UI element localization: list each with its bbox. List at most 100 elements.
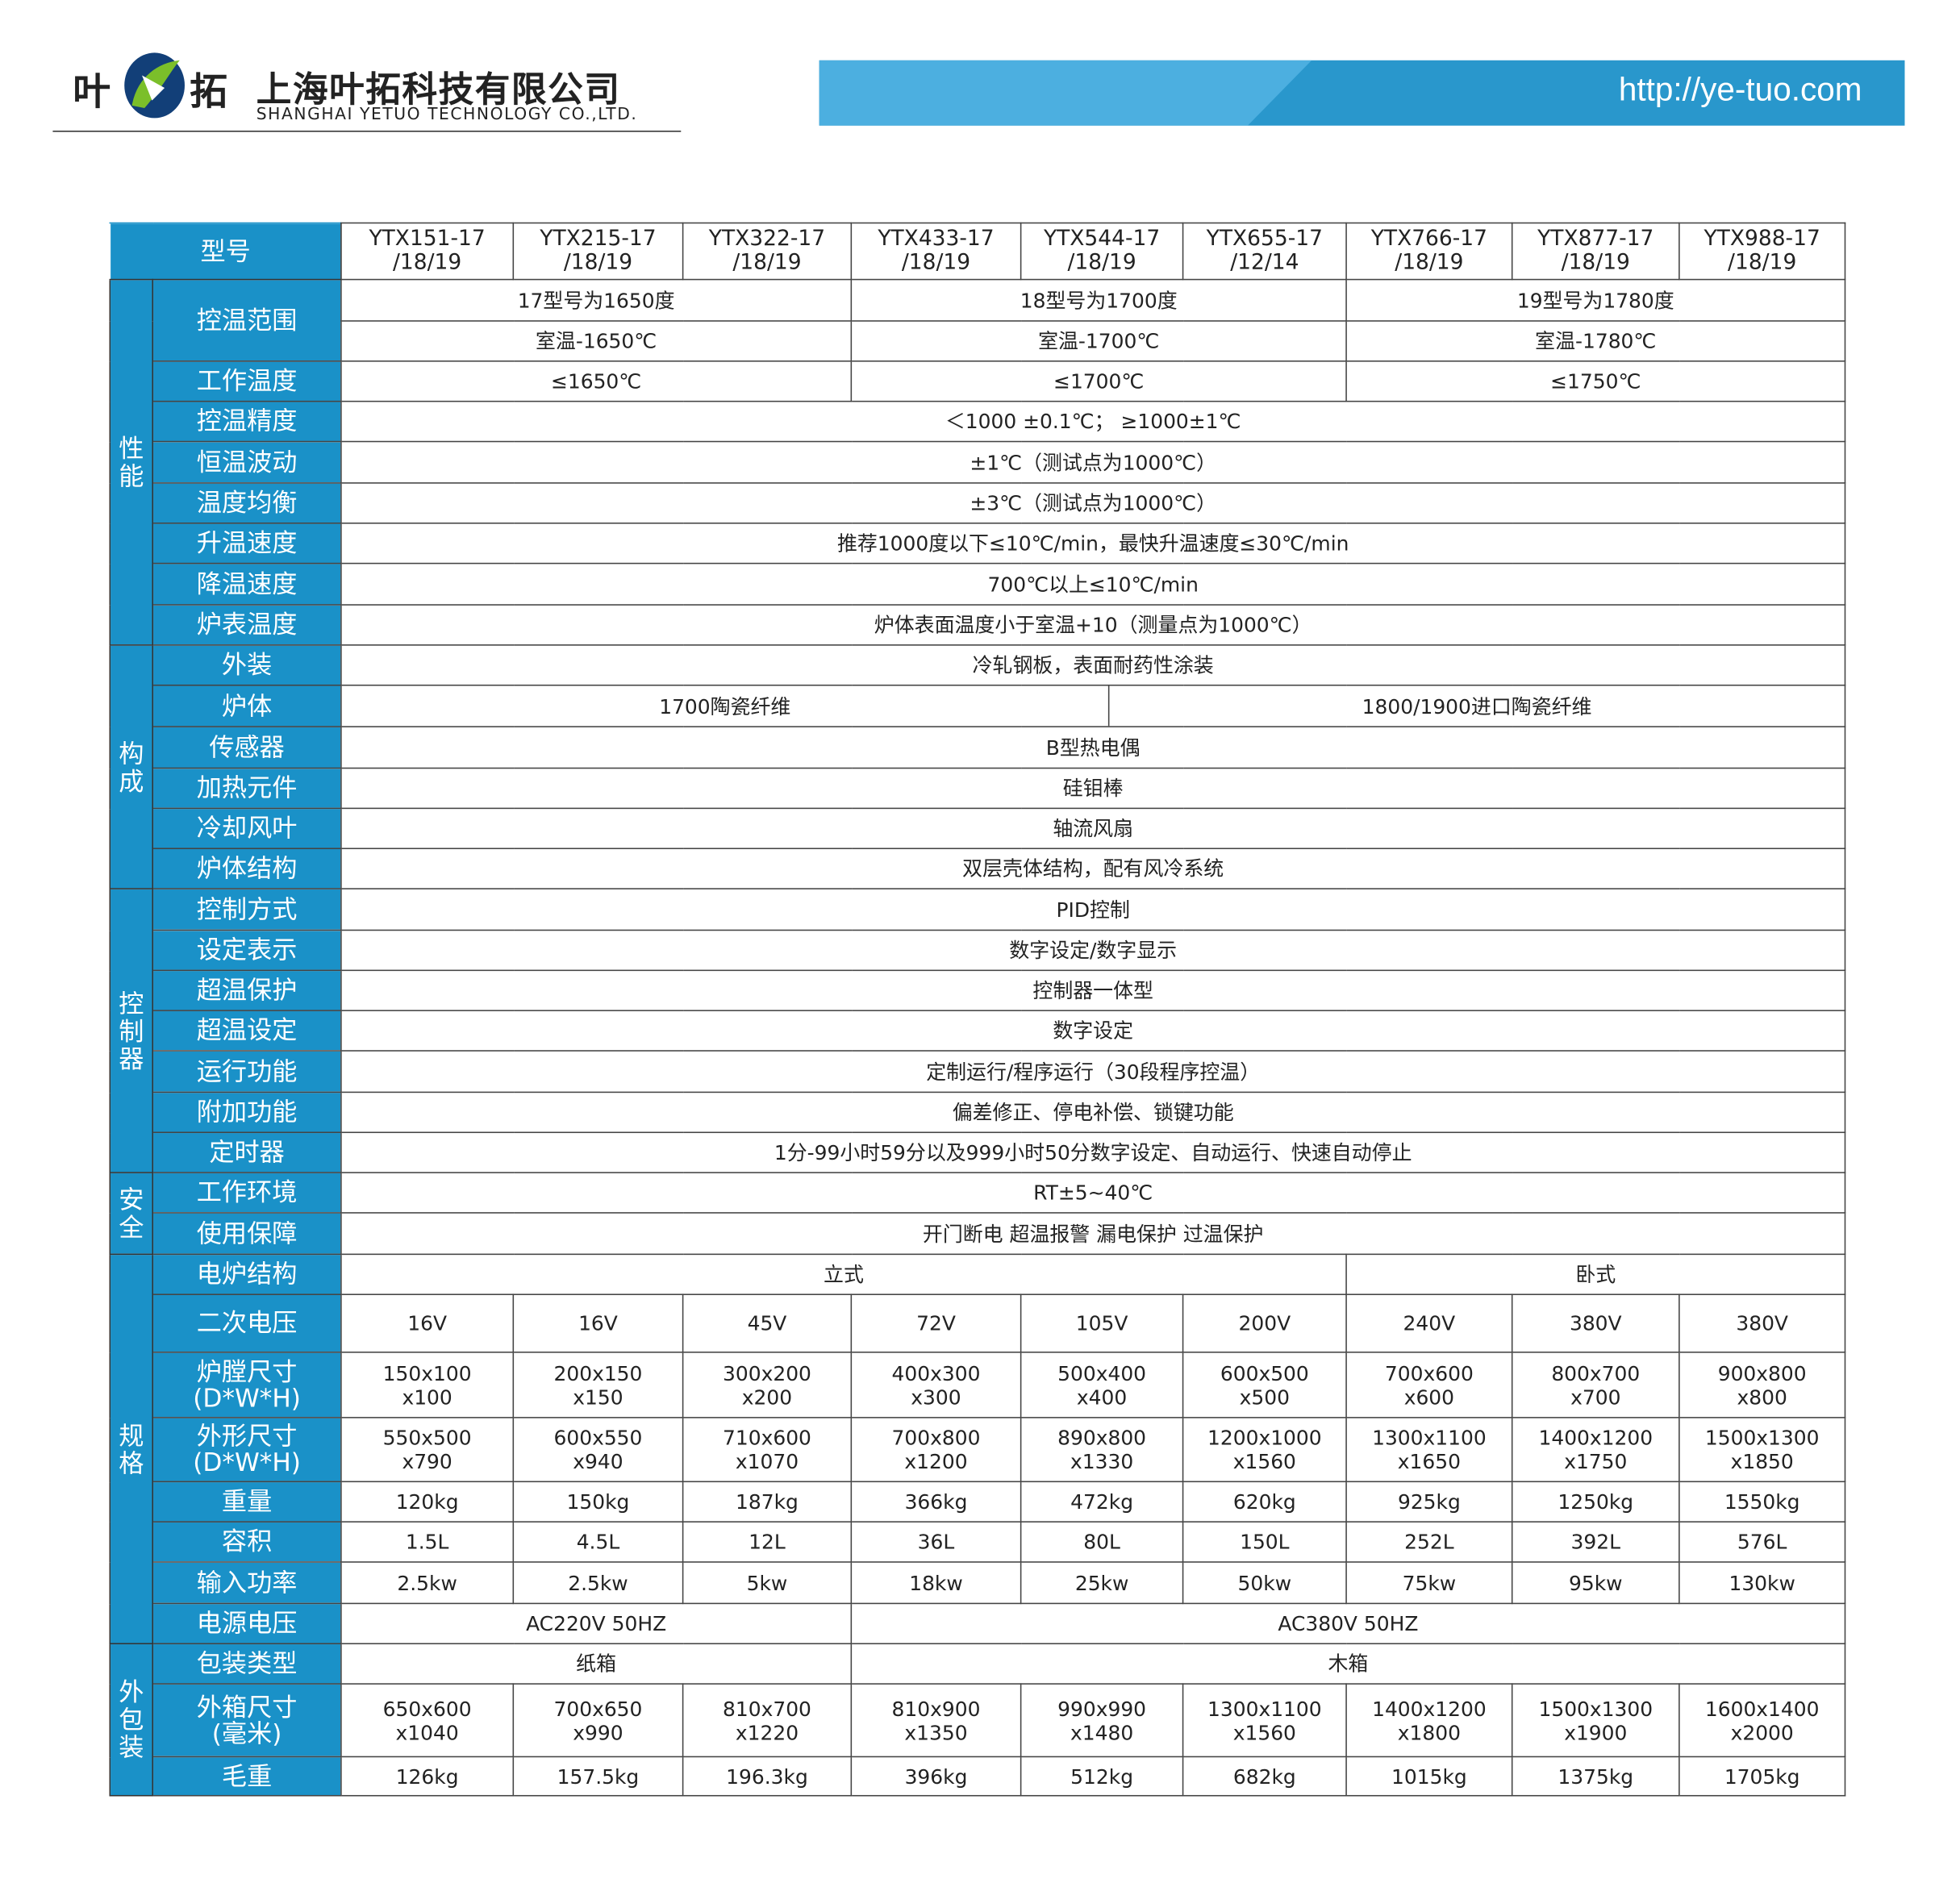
- value-cell: 冷轧钢板，表面耐药性涂装: [340, 644, 1846, 686]
- table-row: 控温精度 ＜1000 ±0.1℃； ≥1000±1℃: [110, 400, 1846, 443]
- value-cell: ＜1000 ±0.1℃； ≥1000±1℃: [340, 400, 1846, 443]
- value-cell: 卧式: [1345, 1253, 1846, 1295]
- table-row: 规格电炉结构 立式 卧式: [109, 1253, 1846, 1645]
- value-cell: 定制运行/程序运行（30段程序控温）: [340, 1050, 1846, 1093]
- row-label: 附加功能: [152, 1091, 342, 1134]
- model-label: 型号: [109, 222, 342, 281]
- value-cell: 1600x1400 x2000: [1679, 1683, 1846, 1758]
- value-cell: 室温-1700℃: [850, 320, 1347, 362]
- value-cell: 1500x1300 x1850: [1679, 1417, 1846, 1483]
- value-cell: B型热电偶: [340, 726, 1846, 769]
- row-label: 炉体结构: [152, 848, 342, 889]
- group-label: 性能: [109, 278, 154, 646]
- value-cell: 700x650 x990: [512, 1683, 684, 1758]
- value-cell: 472kg: [1020, 1481, 1184, 1523]
- value-cell: 700x600 x600: [1345, 1352, 1513, 1418]
- value-cell: 512kg: [1020, 1756, 1184, 1797]
- row-label: 炉表温度: [152, 604, 342, 646]
- value-cell: 150L: [1182, 1521, 1347, 1563]
- table-row: 定时器 1分-99小时59分以及999小时50分数字设定、自动运行、快速自动停止: [110, 1131, 1846, 1173]
- table-row: 室温-1650℃ 室温-1700℃ 室温-1780℃: [110, 320, 1846, 362]
- value-cell: 室温-1650℃: [340, 320, 853, 362]
- table-row: 传感器 B型热电偶: [110, 726, 1846, 769]
- model-name: YTX215-17/18/19: [512, 222, 684, 281]
- value-cell: ≤1700℃: [850, 360, 1347, 402]
- logo-char-right: 拓: [190, 70, 227, 115]
- value-cell: 1400x1200 x1750: [1511, 1417, 1680, 1483]
- value-cell: 4.5L: [512, 1521, 684, 1563]
- table-row: 冷却风叶 轴流风扇: [110, 807, 1846, 850]
- value-cell: 50kw: [1182, 1561, 1347, 1605]
- row-label: 炉体: [152, 684, 342, 727]
- table-row: 升温速度 推荐1000度以下≤10℃/min，最快升温速度≤30℃/min: [110, 523, 1846, 564]
- row-label: 输入功率: [152, 1561, 342, 1605]
- value-cell: 1400x1200 x1800: [1345, 1683, 1513, 1758]
- value-cell: 196.3kg: [682, 1756, 853, 1797]
- row-label: 超温设定: [152, 1010, 342, 1052]
- row-label: 工作温度: [152, 360, 342, 402]
- table-row: 容积 1.5L 4.5L 12L 36L 80L 150L 252L 392L 576L: [110, 1521, 1846, 1563]
- model-name: YTX322-17/18/19: [682, 222, 853, 281]
- row-label: 外形尺寸 (D*W*H): [152, 1417, 342, 1483]
- value-cell: 12L: [682, 1521, 853, 1563]
- value-cell: 18kw: [850, 1561, 1022, 1605]
- table-row: 炉表温度 炉体表面温度小于室温+10（测量点为1000℃）: [110, 604, 1846, 646]
- logo-char-left: 叶: [73, 70, 111, 115]
- row-label: 升温速度: [152, 523, 342, 564]
- group-label: 规格: [109, 1253, 154, 1645]
- table-row: 控制器控制方式 PID控制: [109, 888, 1846, 1173]
- value-cell: 900x800 x800: [1679, 1352, 1846, 1418]
- value-cell: 550x500 x790: [340, 1417, 515, 1483]
- row-label: 恒温波动: [152, 440, 342, 484]
- value-cell: 650x600 x1040: [340, 1683, 515, 1758]
- table-row: 工作温度 ≤1650℃ ≤1700℃ ≤1750℃: [110, 360, 1846, 402]
- value-cell: 纸箱: [340, 1643, 853, 1685]
- row-label: 设定表示: [152, 929, 342, 972]
- value-cell: 室温-1780℃: [1345, 320, 1846, 362]
- value-cell: 1500x1300 x1900: [1511, 1683, 1680, 1758]
- value-cell: 1800/1900进口陶瓷纤维: [1362, 694, 1592, 719]
- table-row: 安全工作环境 RT±5~40℃: [109, 1172, 1846, 1256]
- model-name: YTX766-17/18/19: [1345, 222, 1513, 281]
- row-label: 外装: [152, 644, 342, 686]
- row-label: 冷却风叶: [152, 807, 342, 850]
- value-cell: PID控制: [340, 888, 1846, 931]
- value-cell: 95kw: [1511, 1561, 1680, 1605]
- value-cell: 400x300 x300: [850, 1352, 1022, 1418]
- value-cell: 380V: [1679, 1293, 1846, 1353]
- table-row: 毛重 126kg 157.5kg 196.3kg 396kg 512kg 682kg 1015…: [110, 1756, 1846, 1797]
- group-label: 外包装: [109, 1643, 154, 1797]
- company-name-en: SHANGHAI YETUO TECHNOLOGY CO.,LTD.: [256, 105, 638, 125]
- value-cell: 620kg: [1182, 1481, 1347, 1523]
- value-cell: 120kg: [340, 1481, 515, 1523]
- value-cell: 710x600 x1070: [682, 1417, 853, 1483]
- table-row: 外形尺寸 (D*W*H) 550x500 x790 600x550 x940 710x600…: [110, 1417, 1846, 1483]
- table-row: 温度均衡 ±3℃（测试点为1000℃）: [110, 482, 1846, 524]
- value-cell: 5kw: [682, 1561, 853, 1605]
- value-cell: 1700陶瓷纤维: [342, 686, 1110, 726]
- value-cell: 1.5L: [340, 1521, 515, 1563]
- value-cell: 16V: [512, 1293, 684, 1353]
- value-cell: 200x150 x150: [512, 1352, 684, 1418]
- value-cell: 126kg: [340, 1756, 515, 1797]
- value-cell: 1375kg: [1511, 1756, 1680, 1797]
- row-label: 毛重: [152, 1756, 342, 1797]
- website-link[interactable]: http://ye-tuo.com: [1618, 70, 1862, 108]
- value-cell: 1700陶瓷纤维 1800/1900进口陶瓷纤维: [340, 684, 1846, 727]
- value-cell: ≤1750℃: [1345, 360, 1846, 402]
- row-label: 炉膛尺寸 (D*W*H): [152, 1352, 342, 1418]
- value-cell: 推荐1000度以下≤10℃/min，最快升温速度≤30℃/min: [340, 523, 1846, 564]
- table-row: 使用保障 开门断电 超温报警 漏电保护 过温保护: [110, 1212, 1846, 1256]
- row-label: 运行功能: [152, 1050, 342, 1093]
- row-label: 电炉结构: [152, 1253, 342, 1295]
- row-label: 电源电压: [152, 1602, 342, 1645]
- value-cell: 600x500 x500: [1182, 1352, 1347, 1418]
- value-cell: 810x700 x1220: [682, 1683, 853, 1758]
- model-name: YTX151-17/18/19: [340, 222, 515, 281]
- model-name: YTX988-17/18/19: [1679, 222, 1846, 281]
- row-label: 降温速度: [152, 562, 342, 606]
- value-cell: 187kg: [682, 1481, 853, 1523]
- logo-divider: [52, 131, 682, 132]
- value-cell: 立式: [340, 1253, 1347, 1295]
- value-cell: ±1℃（测试点为1000℃）: [340, 440, 1846, 484]
